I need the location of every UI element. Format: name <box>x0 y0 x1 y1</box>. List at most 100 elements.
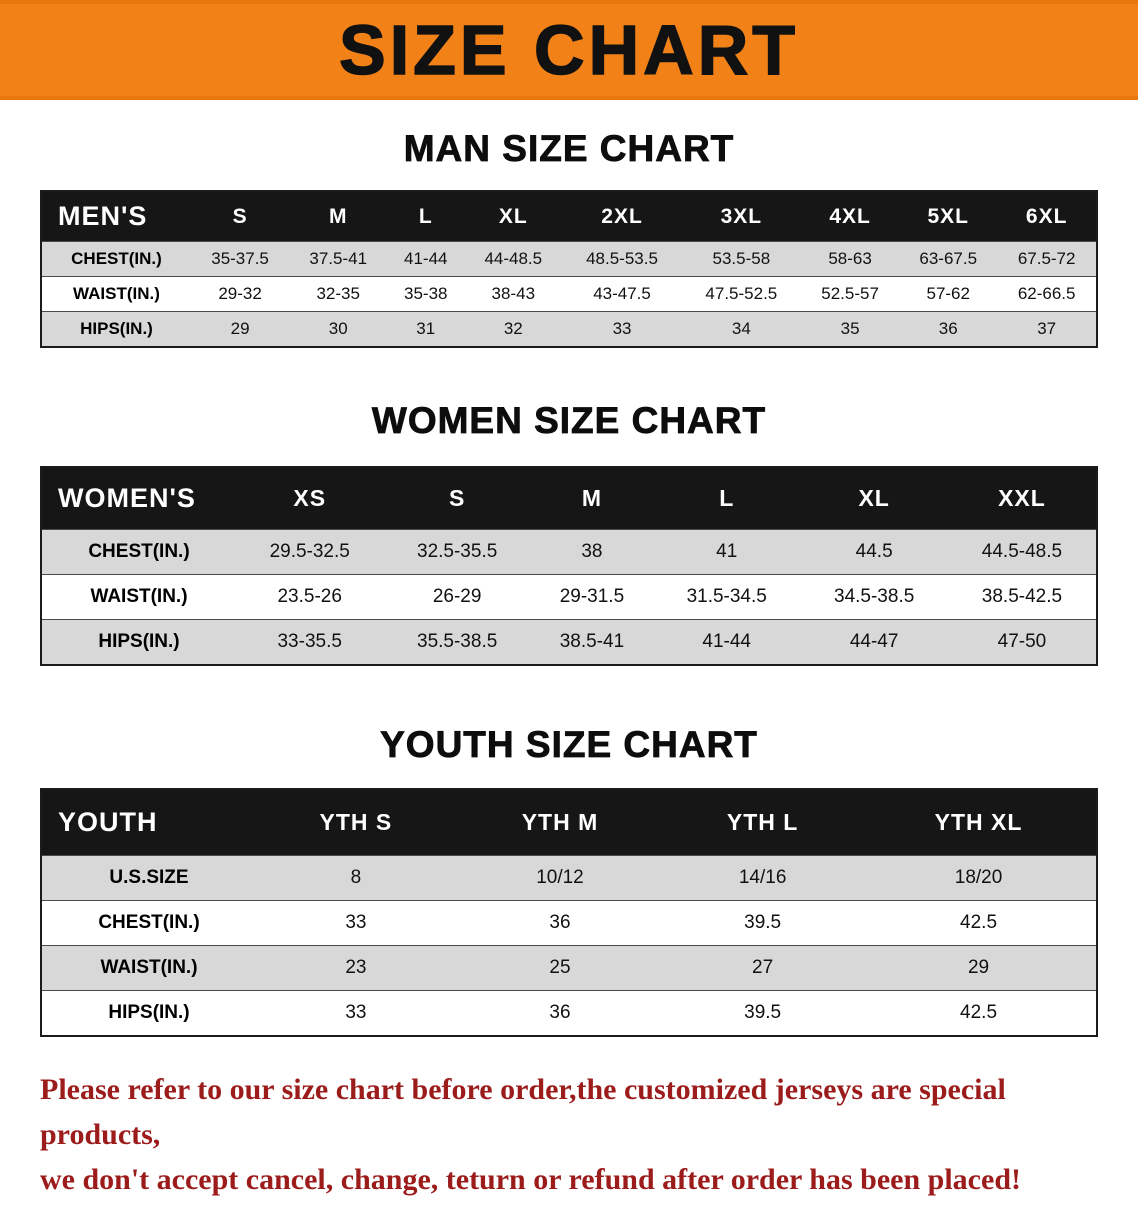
row-label: WAIST(IN.) <box>41 945 256 991</box>
column-header: L <box>387 191 465 242</box>
size-value: 37.5-41 <box>289 241 388 277</box>
women-size-table: WOMEN'S XS S M L XL XXL CHEST(IN.) 29.5-32.5 32.5… <box>40 466 1098 666</box>
size-value: 34.5-38.5 <box>800 574 948 620</box>
size-value: 44.5-48.5 <box>947 529 1097 575</box>
size-value: 47-50 <box>947 619 1097 665</box>
size-value: 41-44 <box>387 241 465 277</box>
size-value: 31.5-34.5 <box>653 574 801 620</box>
size-value: 67.5-72 <box>997 241 1097 277</box>
size-value: 8 <box>256 855 456 901</box>
size-value: 39.5 <box>664 900 862 946</box>
column-header: 3XL <box>681 191 802 242</box>
column-header: YTH S <box>256 789 456 856</box>
size-value: 33 <box>256 900 456 946</box>
size-value: 25 <box>455 945 665 991</box>
size-value: 33 <box>562 311 682 347</box>
men-section-heading: MAN SIZE CHART <box>403 128 735 170</box>
size-value: 38.5-42.5 <box>947 574 1097 620</box>
size-value: 41-44 <box>653 619 801 665</box>
column-header: XL <box>800 467 948 530</box>
table-row: WAIST(IN.) 29-32 32-35 35-38 38-43 43-47.5 47.… <box>41 276 1097 312</box>
men-size-section: MAN SIZE CHART MEN'S S M L XL 2XL 3XL 4XL 5XL 6XL… <box>0 128 1138 348</box>
youth-size-table: YOUTH YTH S YTH M YTH L YTH XL U.S.SIZE 8 10/12… <box>40 788 1098 1037</box>
table-row: CHEST(IN.) 33 36 39.5 42.5 <box>41 900 1097 946</box>
size-value: 31 <box>387 311 465 347</box>
size-value: 38 <box>530 529 653 575</box>
size-value: 62-66.5 <box>997 276 1097 312</box>
size-value: 53.5-58 <box>681 241 802 277</box>
size-value: 63-67.5 <box>899 241 998 277</box>
size-value: 35.5-38.5 <box>383 619 531 665</box>
size-value: 33 <box>256 990 456 1036</box>
size-value: 29 <box>191 311 290 347</box>
table-header-row: YOUTH YTH S YTH M YTH L YTH XL <box>41 789 1097 856</box>
table-title-cell: WOMEN'S <box>41 467 236 530</box>
size-value: 29-31.5 <box>530 574 653 620</box>
column-header: M <box>530 467 653 530</box>
table-title-cell: YOUTH <box>41 789 256 856</box>
size-value: 35-38 <box>387 276 465 312</box>
size-value: 44.5 <box>800 529 948 575</box>
footer-note: Please refer to our size chart before or… <box>40 1067 1100 1202</box>
size-value: 37 <box>997 311 1097 347</box>
note-line-2: we don't accept cancel, change, teturn o… <box>40 1163 1021 1196</box>
youth-size-section: YOUTH SIZE CHART YOUTH YTH S YTH M YTH L YTH… <box>0 724 1138 1037</box>
row-label: WAIST(IN.) <box>41 276 191 312</box>
row-label: CHEST(IN.) <box>41 529 236 575</box>
size-value: 38.5-41 <box>530 619 653 665</box>
size-value: 47.5-52.5 <box>681 276 802 312</box>
column-header: YTH XL <box>861 789 1097 856</box>
column-header: 5XL <box>899 191 998 242</box>
size-value: 52.5-57 <box>801 276 900 312</box>
women-section-heading: WOMEN SIZE CHART <box>371 400 767 442</box>
column-header: XS <box>236 467 384 530</box>
size-value: 14/16 <box>664 855 862 901</box>
size-value: 42.5 <box>861 990 1097 1036</box>
size-value: 39.5 <box>664 990 862 1036</box>
column-header: 4XL <box>801 191 900 242</box>
table-row: CHEST(IN.) 29.5-32.5 32.5-35.5 38 41 44.5 44.5… <box>41 529 1097 575</box>
size-value: 34 <box>681 311 802 347</box>
column-header: YTH L <box>664 789 862 856</box>
size-value: 36 <box>899 311 998 347</box>
size-value: 35 <box>801 311 900 347</box>
size-value: 41 <box>653 529 801 575</box>
size-value: 36 <box>455 990 665 1036</box>
row-label: CHEST(IN.) <box>41 241 191 277</box>
column-header: L <box>653 467 801 530</box>
size-value: 18/20 <box>861 855 1097 901</box>
men-size-table: MEN'S S M L XL 2XL 3XL 4XL 5XL 6XL CHEST(IN.) 35-37… <box>40 190 1098 348</box>
banner: SIZE CHART <box>0 0 1138 100</box>
size-value: 38-43 <box>464 276 563 312</box>
size-value: 42.5 <box>861 900 1097 946</box>
row-label: WAIST(IN.) <box>41 574 236 620</box>
size-value: 30 <box>289 311 388 347</box>
row-label: HIPS(IN.) <box>41 311 191 347</box>
size-value: 43-47.5 <box>562 276 682 312</box>
size-value: 29 <box>861 945 1097 991</box>
note-line-1: Please refer to our size chart before or… <box>40 1073 1006 1151</box>
size-value: 10/12 <box>455 855 665 901</box>
column-header: S <box>191 191 290 242</box>
size-value: 58-63 <box>801 241 900 277</box>
size-value: 29.5-32.5 <box>236 529 384 575</box>
size-value: 36 <box>455 900 665 946</box>
size-value: 23 <box>256 945 456 991</box>
table-row: HIPS(IN.) 33-35.5 35.5-38.5 38.5-41 41-44 44-… <box>41 619 1097 665</box>
table-header-row: MEN'S S M L XL 2XL 3XL 4XL 5XL 6XL <box>41 191 1097 242</box>
column-header: M <box>289 191 388 242</box>
column-header: S <box>383 467 531 530</box>
size-value: 26-29 <box>383 574 531 620</box>
size-value: 57-62 <box>899 276 998 312</box>
size-value: 35-37.5 <box>191 241 290 277</box>
column-header: YTH M <box>455 789 665 856</box>
size-value: 44-47 <box>800 619 948 665</box>
table-title-cell: MEN'S <box>41 191 191 242</box>
size-value: 23.5-26 <box>236 574 384 620</box>
size-value: 32-35 <box>289 276 388 312</box>
row-label: U.S.SIZE <box>41 855 256 901</box>
size-value: 32.5-35.5 <box>383 529 531 575</box>
table-row: HIPS(IN.) 29 30 31 32 33 34 35 36 37 <box>41 311 1097 347</box>
size-value: 29-32 <box>191 276 290 312</box>
